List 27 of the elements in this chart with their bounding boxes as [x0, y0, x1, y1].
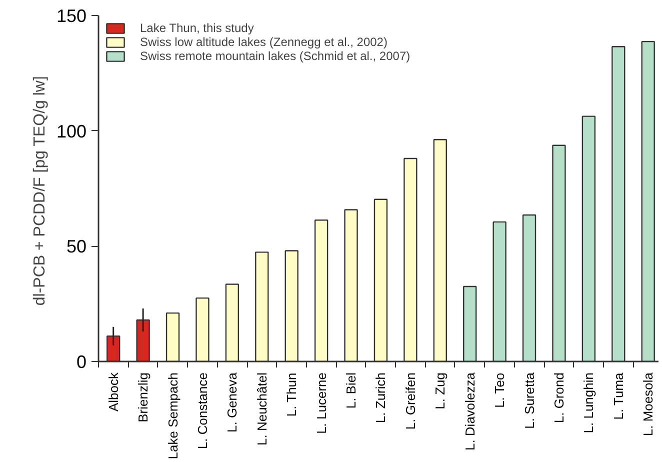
- x-tick-label: L. Teo: [492, 372, 508, 408]
- x-tick-label: L. Thun: [284, 372, 300, 417]
- x-tick-label: L. Neuchâtel: [254, 372, 270, 446]
- x-tick-label: L. Greifen: [402, 372, 418, 430]
- x-tick-label: L. Grond: [551, 372, 566, 424]
- y-tick-label: 100: [56, 121, 87, 142]
- x-tick-label: L. Lucerne: [314, 372, 329, 434]
- x-tick-label: Albock: [106, 372, 121, 412]
- x-tick-label: L. Diavolezza: [462, 372, 478, 451]
- x-tick-label: Brienzlig: [136, 372, 151, 422]
- y-tick-label: 0: [76, 352, 87, 372]
- y-tick-label: 150: [56, 6, 87, 26]
- legend-label: Lake Thun, this study: [140, 21, 254, 35]
- x-tick-label: L. Suretta: [522, 372, 537, 429]
- legend-label: Swiss low altitude lakes (Zennegg et al., 2002): [140, 35, 388, 49]
- x-tick-label: Lake Sempach: [165, 372, 180, 460]
- x-tick-label: L. Zurich: [373, 372, 388, 424]
- y-tick-label: 50: [66, 236, 87, 257]
- x-tick-label: L. Geneva: [224, 372, 240, 432]
- legend-label: Swiss remote mountain lakes (Schmid et al., 2007): [140, 49, 410, 63]
- x-tick-label: L. Constance: [194, 372, 210, 450]
- y-axis-title: dl-PCB + PCDD/F [pg TEQ/g lw]: [31, 76, 48, 306]
- x-tick-label: L. Moesola: [640, 372, 656, 436]
- x-tick-label: L. Zug: [432, 372, 448, 410]
- x-tick-label: L. Lunghin: [581, 372, 596, 434]
- x-tick-label: L. Biel: [344, 372, 359, 409]
- x-tick-label: L. Tuma: [610, 372, 626, 420]
